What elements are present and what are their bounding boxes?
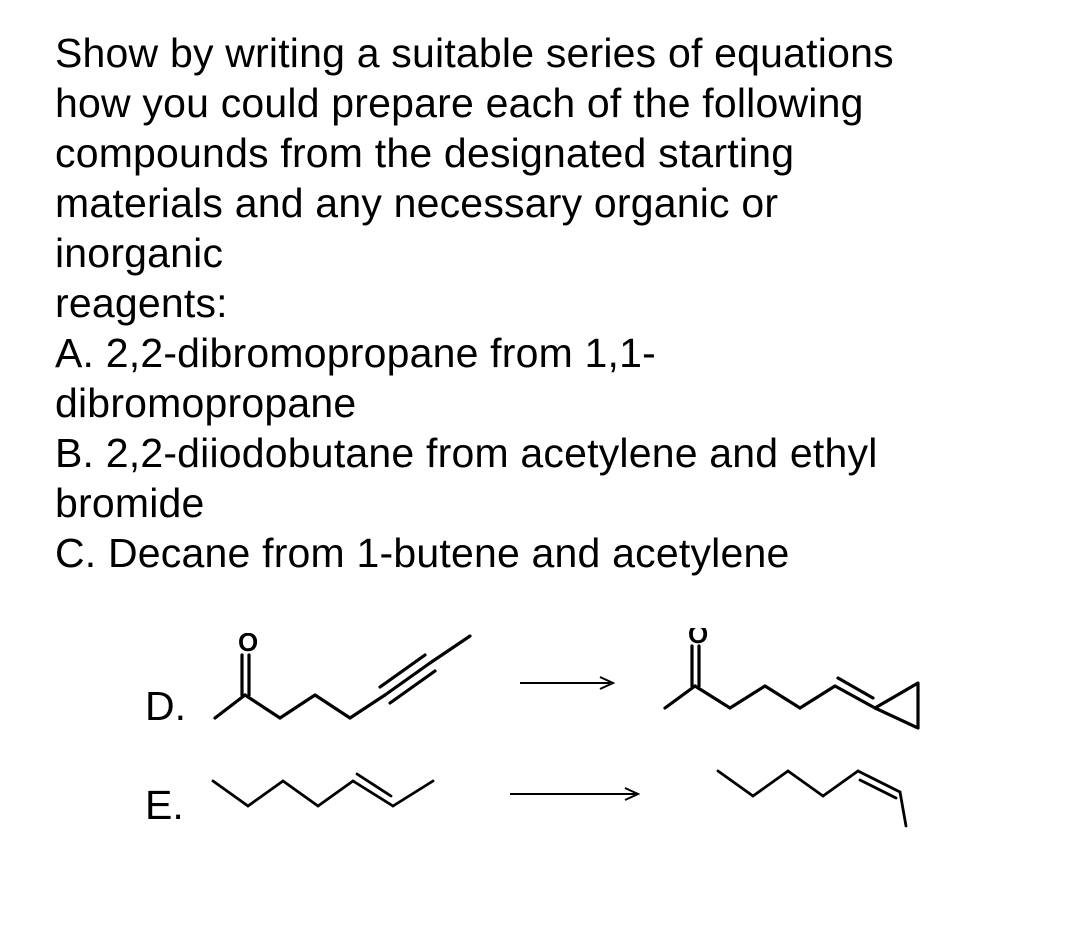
intro-line: materials and any necessary organic or [55, 178, 1030, 228]
intro-line: reagents: [55, 278, 1030, 328]
part-b-line: B. 2,2-diiodobutane from acetylene and e… [55, 428, 1030, 478]
structure-rows: D. [55, 628, 1030, 831]
part-a-line: A. 2,2-dibromopropane from 1,1- [55, 328, 1030, 378]
structure-d-product: O [655, 628, 955, 738]
row-d: D. [145, 628, 1030, 738]
part-a-line: dibromopropane [55, 378, 1030, 428]
intro-line: compounds from the designated starting [55, 128, 1030, 178]
reaction-arrow-icon [505, 784, 655, 804]
intro-line: Show by writing a suitable series of equ… [55, 28, 1030, 78]
part-b-line: bromide [55, 478, 1030, 528]
intro-line: inorganic [55, 228, 1030, 278]
part-d-label: D. [145, 683, 205, 730]
part-c-label: C. [55, 530, 96, 576]
intro-line: how you could prepare each of the follow… [55, 78, 1030, 128]
part-a-label: A. [55, 330, 94, 376]
part-c-text: Decane from 1-butene and acetylene [108, 530, 789, 576]
svg-text:O: O [238, 633, 258, 657]
row-e: E. [145, 756, 1030, 831]
svg-text:O: O [688, 628, 708, 649]
question-text: Show by writing a suitable series of equ… [55, 28, 1030, 578]
part-b-label: B. [55, 430, 94, 476]
part-c-line: C. Decane from 1-butene and acetylene [55, 528, 1030, 578]
structure-d-start: O [205, 633, 485, 733]
part-a-text: 2,2-dibromopropane from 1,1- [106, 330, 656, 376]
part-e-label: E. [145, 782, 205, 829]
structure-e-start [205, 766, 450, 821]
part-b-text: 2,2-diiodobutane from acetylene and ethy… [106, 430, 878, 476]
question-page: Show by writing a suitable series of equ… [0, 0, 1080, 831]
reaction-arrow-icon [515, 673, 625, 693]
structure-e-product [710, 756, 955, 831]
